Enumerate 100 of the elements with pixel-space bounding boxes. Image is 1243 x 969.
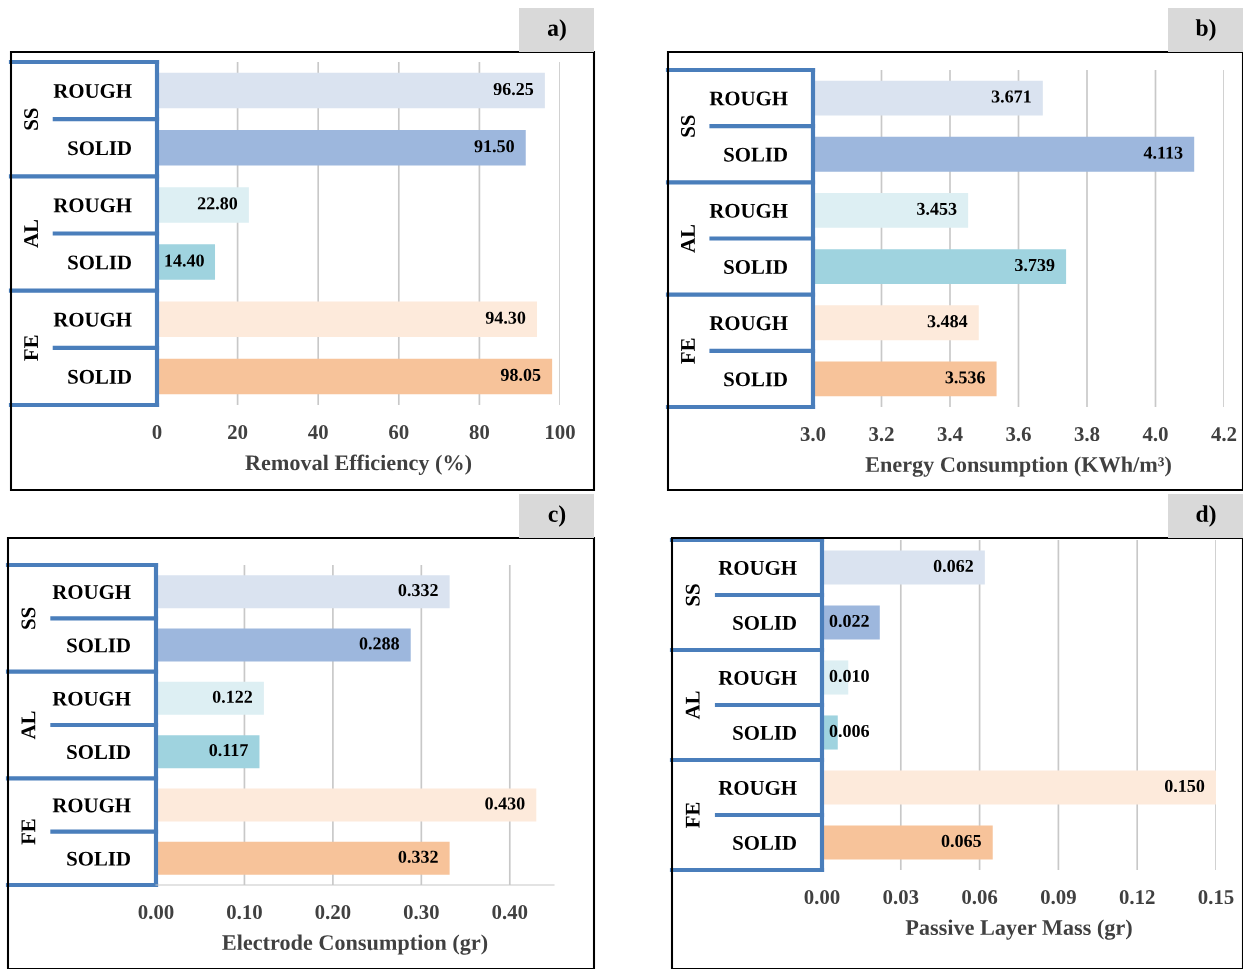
y-tick-label: SOLID (733, 615, 796, 630)
y-tick-label: SOLID (724, 372, 787, 387)
data-label: 0.122 (212, 690, 253, 703)
data-label: 3.536 (945, 371, 985, 384)
x-tick-label: 0.06 (962, 890, 998, 905)
y-tick-label: SOLID (67, 851, 130, 866)
bar (157, 130, 526, 166)
chart-title: d) (1196, 505, 1216, 527)
bar (156, 575, 450, 609)
x-axis-title: Passive Layer Mass (gr) (905, 919, 1132, 940)
y-tick-label: SOLID (67, 745, 130, 760)
x-tick-label: 3.0 (800, 427, 826, 442)
x-tick-label: 0.20 (315, 905, 351, 920)
y-tick-label: ROUGH (709, 203, 788, 218)
x-tick-label: 0.40 (492, 905, 528, 920)
text: AL (24, 219, 38, 248)
bar (156, 628, 411, 662)
x-tick-label: 0.03 (883, 890, 919, 905)
x-tick-label: 0.00 (804, 890, 840, 905)
bar (157, 358, 553, 395)
x-axis-title: Electrode Consumption (gr) (222, 934, 488, 955)
x-tick-label: 3.2 (869, 427, 894, 442)
x-tick-label: 0.12 (1119, 890, 1155, 905)
bar (813, 305, 979, 341)
text: SS (685, 584, 700, 606)
data-label: 0.065 (941, 834, 981, 848)
x-axis-title: Energy Consumption (KWh/m³) (865, 456, 1171, 477)
x-tick-label: 3.6 (1006, 427, 1031, 442)
data-label: 3.739 (1015, 258, 1055, 272)
data-label: 3.484 (927, 315, 968, 328)
y-tick-label: ROUGH (718, 560, 797, 575)
y-tick-label: SOLID (724, 260, 787, 275)
x-tick-label: 3.8 (1074, 427, 1100, 442)
text: FE (21, 819, 36, 845)
y-tick-label: ROUGH (52, 691, 131, 706)
bar (813, 136, 1195, 172)
bar (813, 193, 969, 228)
x-tick-label: 40 (308, 425, 328, 440)
bar (822, 550, 985, 585)
y-tick-label: ROUGH (53, 84, 132, 99)
y-tick-label: SOLID (724, 147, 787, 162)
y-tick-label: ROUGH (718, 670, 797, 685)
y-tick-label: SOLID (67, 638, 130, 653)
data-label: 3.453 (917, 202, 957, 216)
bar (813, 361, 997, 397)
bar (156, 788, 537, 822)
bar (822, 770, 1216, 805)
text: FE (685, 802, 700, 828)
text: FE (24, 335, 38, 361)
data-label: 0.062 (933, 559, 973, 573)
x-tick-label: 0.30 (403, 905, 439, 920)
x-tick-label: 4.0 (1142, 427, 1168, 442)
bar (156, 681, 264, 715)
data-label: 96.25 (493, 82, 534, 96)
x-tick-label: 0.00 (138, 905, 174, 920)
y-tick-label: SOLID (68, 255, 131, 270)
y-tick-label: ROUGH (53, 312, 132, 327)
data-label: 14.40 (165, 254, 204, 267)
y-tick-label: ROUGH (718, 780, 797, 795)
bar (157, 187, 249, 223)
y-tick-label: ROUGH (53, 198, 132, 213)
data-label: 0.117 (209, 744, 248, 757)
text: FE (681, 338, 695, 364)
bar (157, 301, 538, 337)
text: SS (680, 115, 695, 137)
x-axis-title: Removal Efficiency (%) (245, 454, 472, 475)
bar (813, 249, 1067, 284)
data-label: 0.010 (829, 669, 869, 683)
y-tick-label: SOLID (733, 725, 796, 740)
data-label: 91.50 (474, 140, 514, 153)
data-label: 3.671 (991, 90, 1031, 103)
x-tick-label: 80 (469, 425, 490, 440)
chart-title: b) (1195, 19, 1216, 41)
text: SS (21, 607, 36, 629)
data-label: 0.332 (398, 584, 438, 597)
x-tick-label: 100 (546, 425, 575, 440)
y-tick-label: SOLID (68, 141, 131, 156)
data-label: 98.05 (500, 368, 541, 382)
data-label: 4.113 (1143, 146, 1183, 159)
bar (157, 72, 545, 109)
y-tick-label: ROUGH (709, 316, 788, 331)
data-label: 0.006 (829, 724, 870, 738)
y-tick-label: SOLID (733, 835, 796, 850)
bar (156, 841, 450, 875)
chart-title: c) (548, 505, 566, 527)
y-tick-label: SOLID (68, 369, 131, 384)
x-tick-label: 3.4 (937, 427, 963, 442)
bar (156, 735, 260, 769)
text: AL (681, 224, 695, 253)
data-label: 0.288 (359, 637, 400, 650)
x-tick-label: 0.15 (1198, 890, 1234, 905)
data-label: 0.430 (485, 797, 525, 810)
bar (813, 80, 1043, 116)
text: AL (21, 711, 36, 740)
data-label: 0.022 (829, 614, 869, 628)
x-tick-label: 60 (389, 425, 409, 440)
text: AL (685, 691, 700, 720)
data-label: 22.80 (197, 197, 238, 210)
x-tick-label: 0.10 (227, 905, 262, 920)
x-tick-label: 0 (152, 425, 162, 440)
